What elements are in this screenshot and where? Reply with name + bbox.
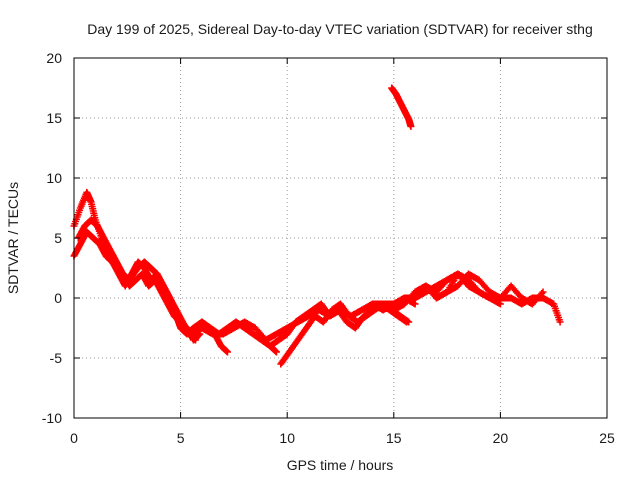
y-tick-label: 15 (46, 110, 62, 126)
y-tick-label: -5 (50, 350, 63, 366)
x-tick-label: 0 (70, 430, 78, 446)
series-markers (388, 84, 415, 130)
series-markers (432, 270, 494, 302)
axis-ticks (73, 57, 608, 419)
y-tick-labels: -10 -5 0 5 10 15 20 (42, 50, 62, 426)
series-track-10 (432, 270, 494, 302)
x-tick-labels: 0 5 10 15 20 25 (70, 430, 615, 446)
y-axis-label: SDTVAR / TECUs (5, 182, 21, 294)
x-tick-label: 25 (599, 430, 615, 446)
x-tick-label: 15 (386, 430, 402, 446)
y-tick-label: 20 (46, 50, 62, 66)
y-tick-label: 0 (54, 290, 62, 306)
series-track-11 (388, 84, 415, 130)
y-tick-label: -10 (42, 410, 62, 426)
grid-lines (74, 58, 607, 418)
x-tick-label: 10 (279, 430, 295, 446)
y-tick-label: 5 (54, 230, 62, 246)
x-tick-label: 5 (177, 430, 185, 446)
chart-title: Day 199 of 2025, Sidereal Day-to-day VTE… (87, 21, 593, 37)
x-tick-label: 20 (493, 430, 509, 446)
x-axis-label: GPS time / hours (287, 457, 394, 473)
y-tick-label: 10 (46, 170, 62, 186)
